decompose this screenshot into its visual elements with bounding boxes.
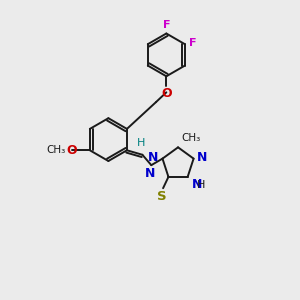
Text: F: F — [163, 20, 170, 30]
Text: H: H — [137, 138, 145, 148]
Text: N: N — [197, 151, 208, 164]
Text: N: N — [145, 167, 155, 180]
Text: O: O — [161, 87, 172, 100]
Text: O: O — [67, 144, 77, 157]
Text: CH₃: CH₃ — [47, 145, 66, 155]
Text: N: N — [148, 151, 158, 164]
Text: CH₃: CH₃ — [182, 133, 201, 143]
Text: F: F — [189, 38, 196, 48]
Text: N: N — [191, 178, 202, 191]
Text: S: S — [157, 190, 167, 203]
Text: H: H — [197, 181, 206, 190]
